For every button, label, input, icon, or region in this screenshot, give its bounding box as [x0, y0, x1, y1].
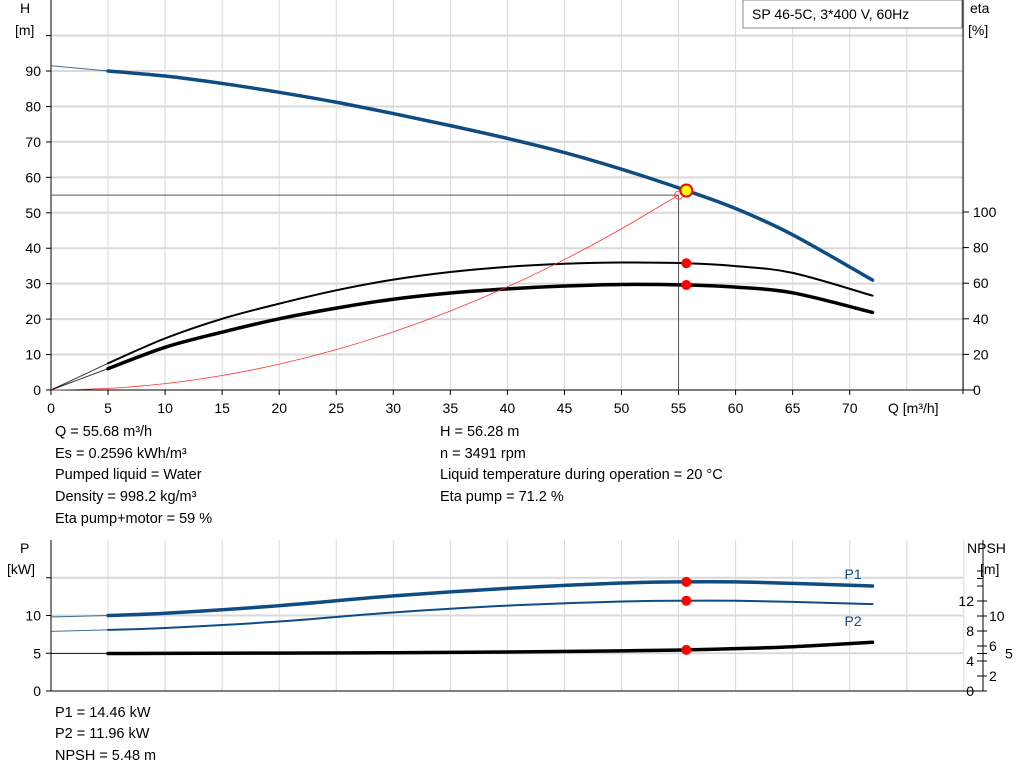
x-tick-label: 70	[842, 400, 858, 416]
y-axis-unit: [m]	[15, 22, 34, 38]
x-tick-label: 10	[157, 400, 173, 416]
npsh-tick-label: 6	[989, 638, 997, 654]
legend-box	[742, 0, 963, 29]
y2-tick-label: 0	[973, 382, 981, 398]
npsh-tick-label: 12	[958, 593, 974, 609]
y2-tick-label: 40	[973, 311, 989, 327]
p-tick-label: 5	[33, 645, 41, 661]
npsh-curve-line	[106, 640, 875, 656]
npsh-tick-label: 8	[966, 623, 974, 639]
y-tick-label: 60	[25, 169, 41, 185]
npsh-tick-label: 0	[966, 683, 974, 699]
y-tick-label: 80	[25, 98, 41, 114]
p1-curve-extrapolated	[50, 615, 109, 618]
p2-curve-line	[107, 599, 874, 631]
H-curve-extrapolated	[50, 65, 109, 72]
x-tick-label: 45	[557, 400, 573, 416]
eta-pump-curve-extrapolated	[50, 362, 109, 391]
p-tick-label: 10	[25, 608, 41, 624]
y2-tick-label: 60	[973, 275, 989, 291]
duty-point-marker	[679, 183, 694, 198]
result-q: Q = 55.68 m³/h	[55, 424, 153, 440]
system-curve-line	[50, 194, 679, 391]
p1-series-label: P1	[845, 566, 862, 582]
result-p2: P2 = 11.96 kW	[55, 726, 150, 742]
x-tick-label: 30	[386, 400, 402, 416]
eta-pump-curve-line	[107, 261, 874, 365]
p2-duty-point	[681, 595, 692, 606]
p-axis-unit: [kW]	[7, 561, 35, 577]
y2-axis-label: eta	[970, 0, 990, 16]
p-tick-label: 0	[33, 683, 41, 699]
result-es: Es = 0.2596 kWh/m³	[55, 446, 187, 462]
x-tick-label: 65	[785, 400, 801, 416]
y-tick-label: 90	[25, 63, 41, 79]
result-eta-pump-motor: Eta pump+motor = 59 %	[55, 511, 213, 527]
y-tick-label: 10	[25, 347, 41, 363]
y-tick-label: 20	[25, 311, 41, 327]
result-npsh: NPSH = 5.48 m	[55, 748, 157, 764]
p1-duty-point	[681, 576, 692, 587]
npsh-tick-label: 10	[989, 608, 1005, 624]
y-tick-label: 40	[25, 240, 41, 256]
x-tick-label: 5	[104, 400, 112, 416]
chart-title: SP 46-5C, 3*400 V, 60Hz	[752, 6, 909, 22]
p2-series-label: P2	[845, 613, 862, 629]
y-tick-label: 30	[25, 276, 41, 292]
y-tick-label: 50	[25, 205, 41, 221]
p-axis-label: P	[20, 540, 29, 556]
result-liquid: Pumped liquid = Water	[55, 467, 202, 483]
y-axis-label: H	[20, 0, 30, 16]
p1-curve-line	[106, 579, 875, 618]
y2-tick-label: 80	[973, 240, 989, 256]
x-tick-label: 15	[214, 400, 230, 416]
p2-curve-extrapolated	[50, 629, 109, 632]
npsh-duty-point	[681, 644, 692, 655]
eta-pump-motor-duty-point	[681, 279, 692, 290]
result-p1: P1 = 14.46 kW	[55, 705, 151, 721]
x-tick-label: 55	[671, 400, 687, 416]
npsh-axis-label: NPSH	[967, 540, 1006, 556]
H-curve-line	[106, 69, 875, 282]
result-temperature: Liquid temperature during operation = 20…	[440, 467, 723, 483]
npsh-tick-label: 5	[1005, 646, 1013, 662]
y2-axis-unit: [%]	[968, 22, 988, 38]
eta-pump-motor-curve-extrapolated	[50, 368, 109, 391]
result-n: n = 3491 rpm	[440, 446, 526, 462]
eta-pump-duty-point	[681, 258, 692, 269]
x-tick-label: 20	[271, 400, 287, 416]
x-tick-label: 60	[728, 400, 744, 416]
result-eta-pump: Eta pump = 71.2 %	[440, 489, 564, 505]
npsh-tick-label: 2	[989, 668, 997, 684]
y2-tick-label: 20	[973, 346, 989, 362]
x-tick-label: 0	[47, 400, 55, 416]
x-axis-label: Q [m³/h]	[888, 400, 939, 416]
result-density: Density = 998.2 kg/m³	[55, 489, 197, 505]
x-tick-label: 50	[614, 400, 630, 416]
npsh-axis-unit: [m]	[980, 561, 999, 577]
result-h: H = 56.28 m	[440, 424, 520, 440]
y-tick-label: 70	[25, 134, 41, 150]
y-tick-label: 0	[33, 382, 41, 398]
x-tick-label: 35	[443, 400, 459, 416]
eta-pump-motor-curve-line	[106, 282, 875, 371]
x-tick-label: 25	[328, 400, 344, 416]
x-tick-label: 40	[500, 400, 516, 416]
npsh-tick-label: 4	[966, 653, 974, 669]
y2-tick-label: 100	[973, 204, 997, 220]
